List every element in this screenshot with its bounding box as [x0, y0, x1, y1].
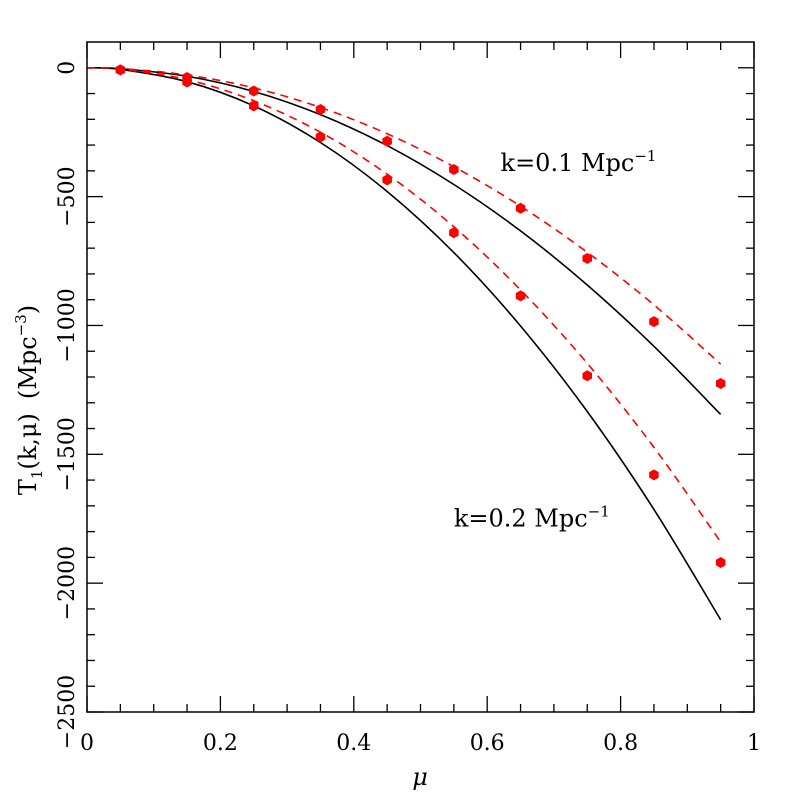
data-point-k02-points [115, 64, 126, 76]
data-point-k01-points [582, 252, 593, 264]
x-tick-label: 0 [80, 731, 94, 756]
y-axis-label-units-close: ) [14, 305, 42, 314]
x-tick-label: 0.6 [470, 731, 505, 756]
data-point-k02-points [649, 469, 659, 481]
data-point-k02-points [582, 370, 593, 382]
series-line-k01-solid [86, 66, 722, 415]
data-point-k01-points [248, 85, 259, 97]
data-point-k01-points [715, 377, 726, 389]
x-tick-label: 0.2 [203, 731, 238, 756]
x-tick-label: 1 [747, 731, 761, 756]
data-point-k01-points [315, 104, 326, 116]
y-axis-label-units: (Mpc [14, 336, 42, 399]
data-point-k02-points [315, 131, 326, 143]
y-axis-label: T1(k,μ) (Mpc−3) [12, 305, 46, 495]
data-point-k02-points [515, 290, 526, 302]
y-axis-label-units-sup: −3 [12, 314, 30, 336]
y-tick-label: −500 [55, 166, 80, 226]
series-layer [86, 64, 726, 621]
data-point-k01-points [382, 135, 392, 147]
data-point-k02-points [248, 100, 259, 112]
y-axis-label-t-sub: 1 [28, 470, 46, 480]
x-tick-label: 0.4 [336, 731, 371, 756]
ticks-layer [86, 42, 755, 713]
y-tick-label: −2000 [55, 546, 80, 620]
annotation-k01: k=0.1 Mpc−1 [501, 147, 657, 177]
x-axis-label: μ [412, 763, 428, 791]
annotation-k02: k=0.2 Mpc−1 [454, 502, 610, 532]
y-tick-label: 0 [55, 61, 80, 75]
y-axis-label-t: T [14, 479, 42, 495]
data-point-k01-points [449, 164, 459, 176]
data-point-k02-points [182, 76, 192, 88]
data-point-k01-points [515, 202, 526, 214]
plot-frame [86, 41, 755, 713]
y-tick-label: −1000 [55, 288, 80, 362]
y-tick-label: −1500 [55, 417, 80, 491]
series-line-k01-dashed [86, 66, 722, 365]
y-axis-label-args: (k,μ) [14, 413, 42, 470]
y-tick-label: −2500 [55, 675, 80, 749]
x-tick-label: 0.8 [603, 731, 638, 756]
labels-layer: 0 0.2 0.4 0.6 0.8 1 0 −500 −1000 −1500 −2000 −2500 k… [55, 61, 761, 756]
data-point-k02-points [449, 227, 459, 239]
data-point-k01-points [649, 316, 659, 328]
series-line-k02-dashed [86, 66, 722, 543]
data-point-k02-points [715, 557, 726, 569]
data-point-k02-points [382, 174, 392, 186]
